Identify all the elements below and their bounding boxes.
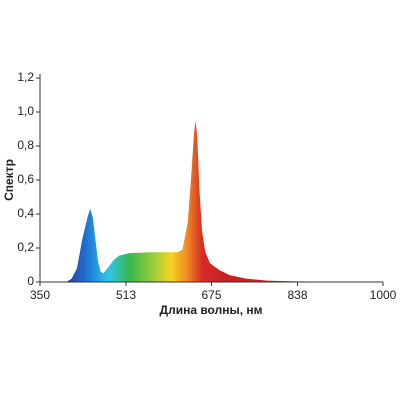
x-tick-label: 675 bbox=[201, 288, 221, 302]
y-axis-label: Спектр bbox=[2, 159, 16, 201]
spectrum-area bbox=[66, 120, 383, 282]
y-tick-label: 0,6 bbox=[17, 172, 34, 186]
y-tick-label: 1,0 bbox=[17, 104, 34, 118]
x-tick-label: 350 bbox=[30, 288, 50, 302]
y-tick-label: 0,2 bbox=[17, 240, 34, 254]
y-tick-label: 0,4 bbox=[17, 206, 34, 220]
x-tick-label: 1000 bbox=[370, 288, 397, 302]
y-tick-label: 0,8 bbox=[17, 138, 34, 152]
y-tick-label: 0 bbox=[27, 274, 34, 288]
x-axis-label: Длина волны, нм bbox=[160, 303, 263, 317]
y-tick-label: 1,2 bbox=[17, 70, 34, 84]
x-tick-label: 513 bbox=[116, 288, 136, 302]
x-tick-label: 838 bbox=[287, 288, 307, 302]
